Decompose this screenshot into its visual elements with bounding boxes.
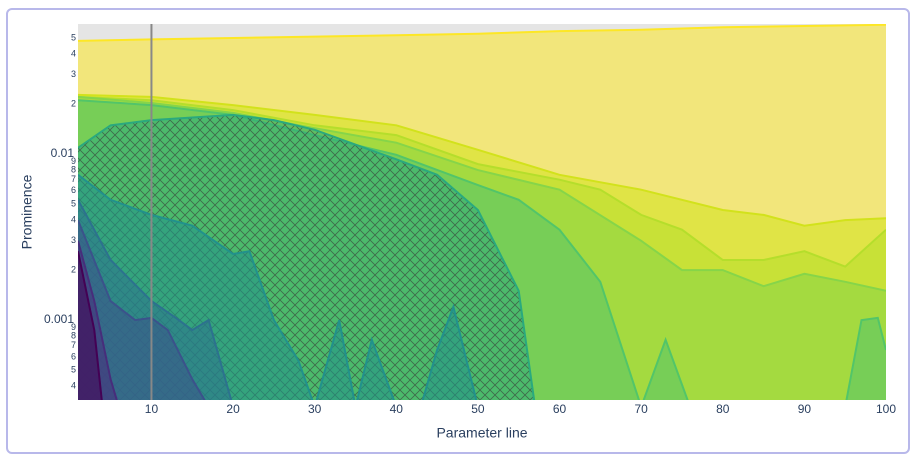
- y-tick-label: 6: [71, 185, 76, 195]
- y-tick-label: 8: [71, 164, 76, 174]
- area-line: [78, 95, 886, 292]
- x-tick-label: 70: [634, 402, 648, 416]
- y-tick-label: 4: [71, 48, 76, 58]
- y-tick-label: 6: [71, 351, 76, 361]
- x-tick-label: 40: [390, 402, 404, 416]
- area-line: [78, 174, 478, 400]
- y-tick-label: 3: [71, 235, 76, 245]
- y-tick-label: 0.01: [51, 146, 75, 160]
- area-line: [78, 24, 886, 42]
- area-line: [78, 93, 886, 227]
- x-tick-label: 100: [876, 402, 896, 416]
- y-tick-label: 3: [71, 69, 76, 79]
- x-tick-label: 80: [716, 402, 730, 416]
- y-tick-label: 5: [71, 364, 76, 374]
- area-line: [78, 113, 536, 400]
- y-tick-label: 9: [71, 156, 76, 166]
- y-tick-label: 9: [71, 322, 76, 332]
- x-tick-label: 20: [226, 402, 240, 416]
- y-tick-label: 7: [71, 174, 76, 184]
- x-tick-label: 30: [308, 402, 322, 416]
- y-tick-label: 7: [71, 340, 76, 350]
- chart-frame: [6, 8, 910, 454]
- area-fill: [78, 251, 102, 400]
- x-axis-title: Parameter line: [436, 425, 527, 441]
- y-tick-label: 0.001: [44, 312, 74, 326]
- y-axis-title: Prominence: [19, 174, 35, 249]
- area-fill: [78, 220, 205, 400]
- area-line: [78, 199, 233, 400]
- x-tick-label: 50: [471, 402, 485, 416]
- x-tick-label: 10: [145, 402, 159, 416]
- y-tick-label: 5: [71, 198, 76, 208]
- y-tick-label: 5: [71, 32, 76, 42]
- y-tick-label: 2: [71, 98, 76, 108]
- y-tick-label: 4: [71, 214, 76, 224]
- area-line: [78, 95, 886, 268]
- y-tick-label: 4: [71, 381, 76, 391]
- area-line: [78, 250, 103, 400]
- y-tick-label: 8: [71, 331, 76, 341]
- y-tick-label: 2: [71, 264, 76, 274]
- x-tick-label: 90: [798, 402, 812, 416]
- area-line: [78, 240, 118, 400]
- x-tick-label: 60: [553, 402, 567, 416]
